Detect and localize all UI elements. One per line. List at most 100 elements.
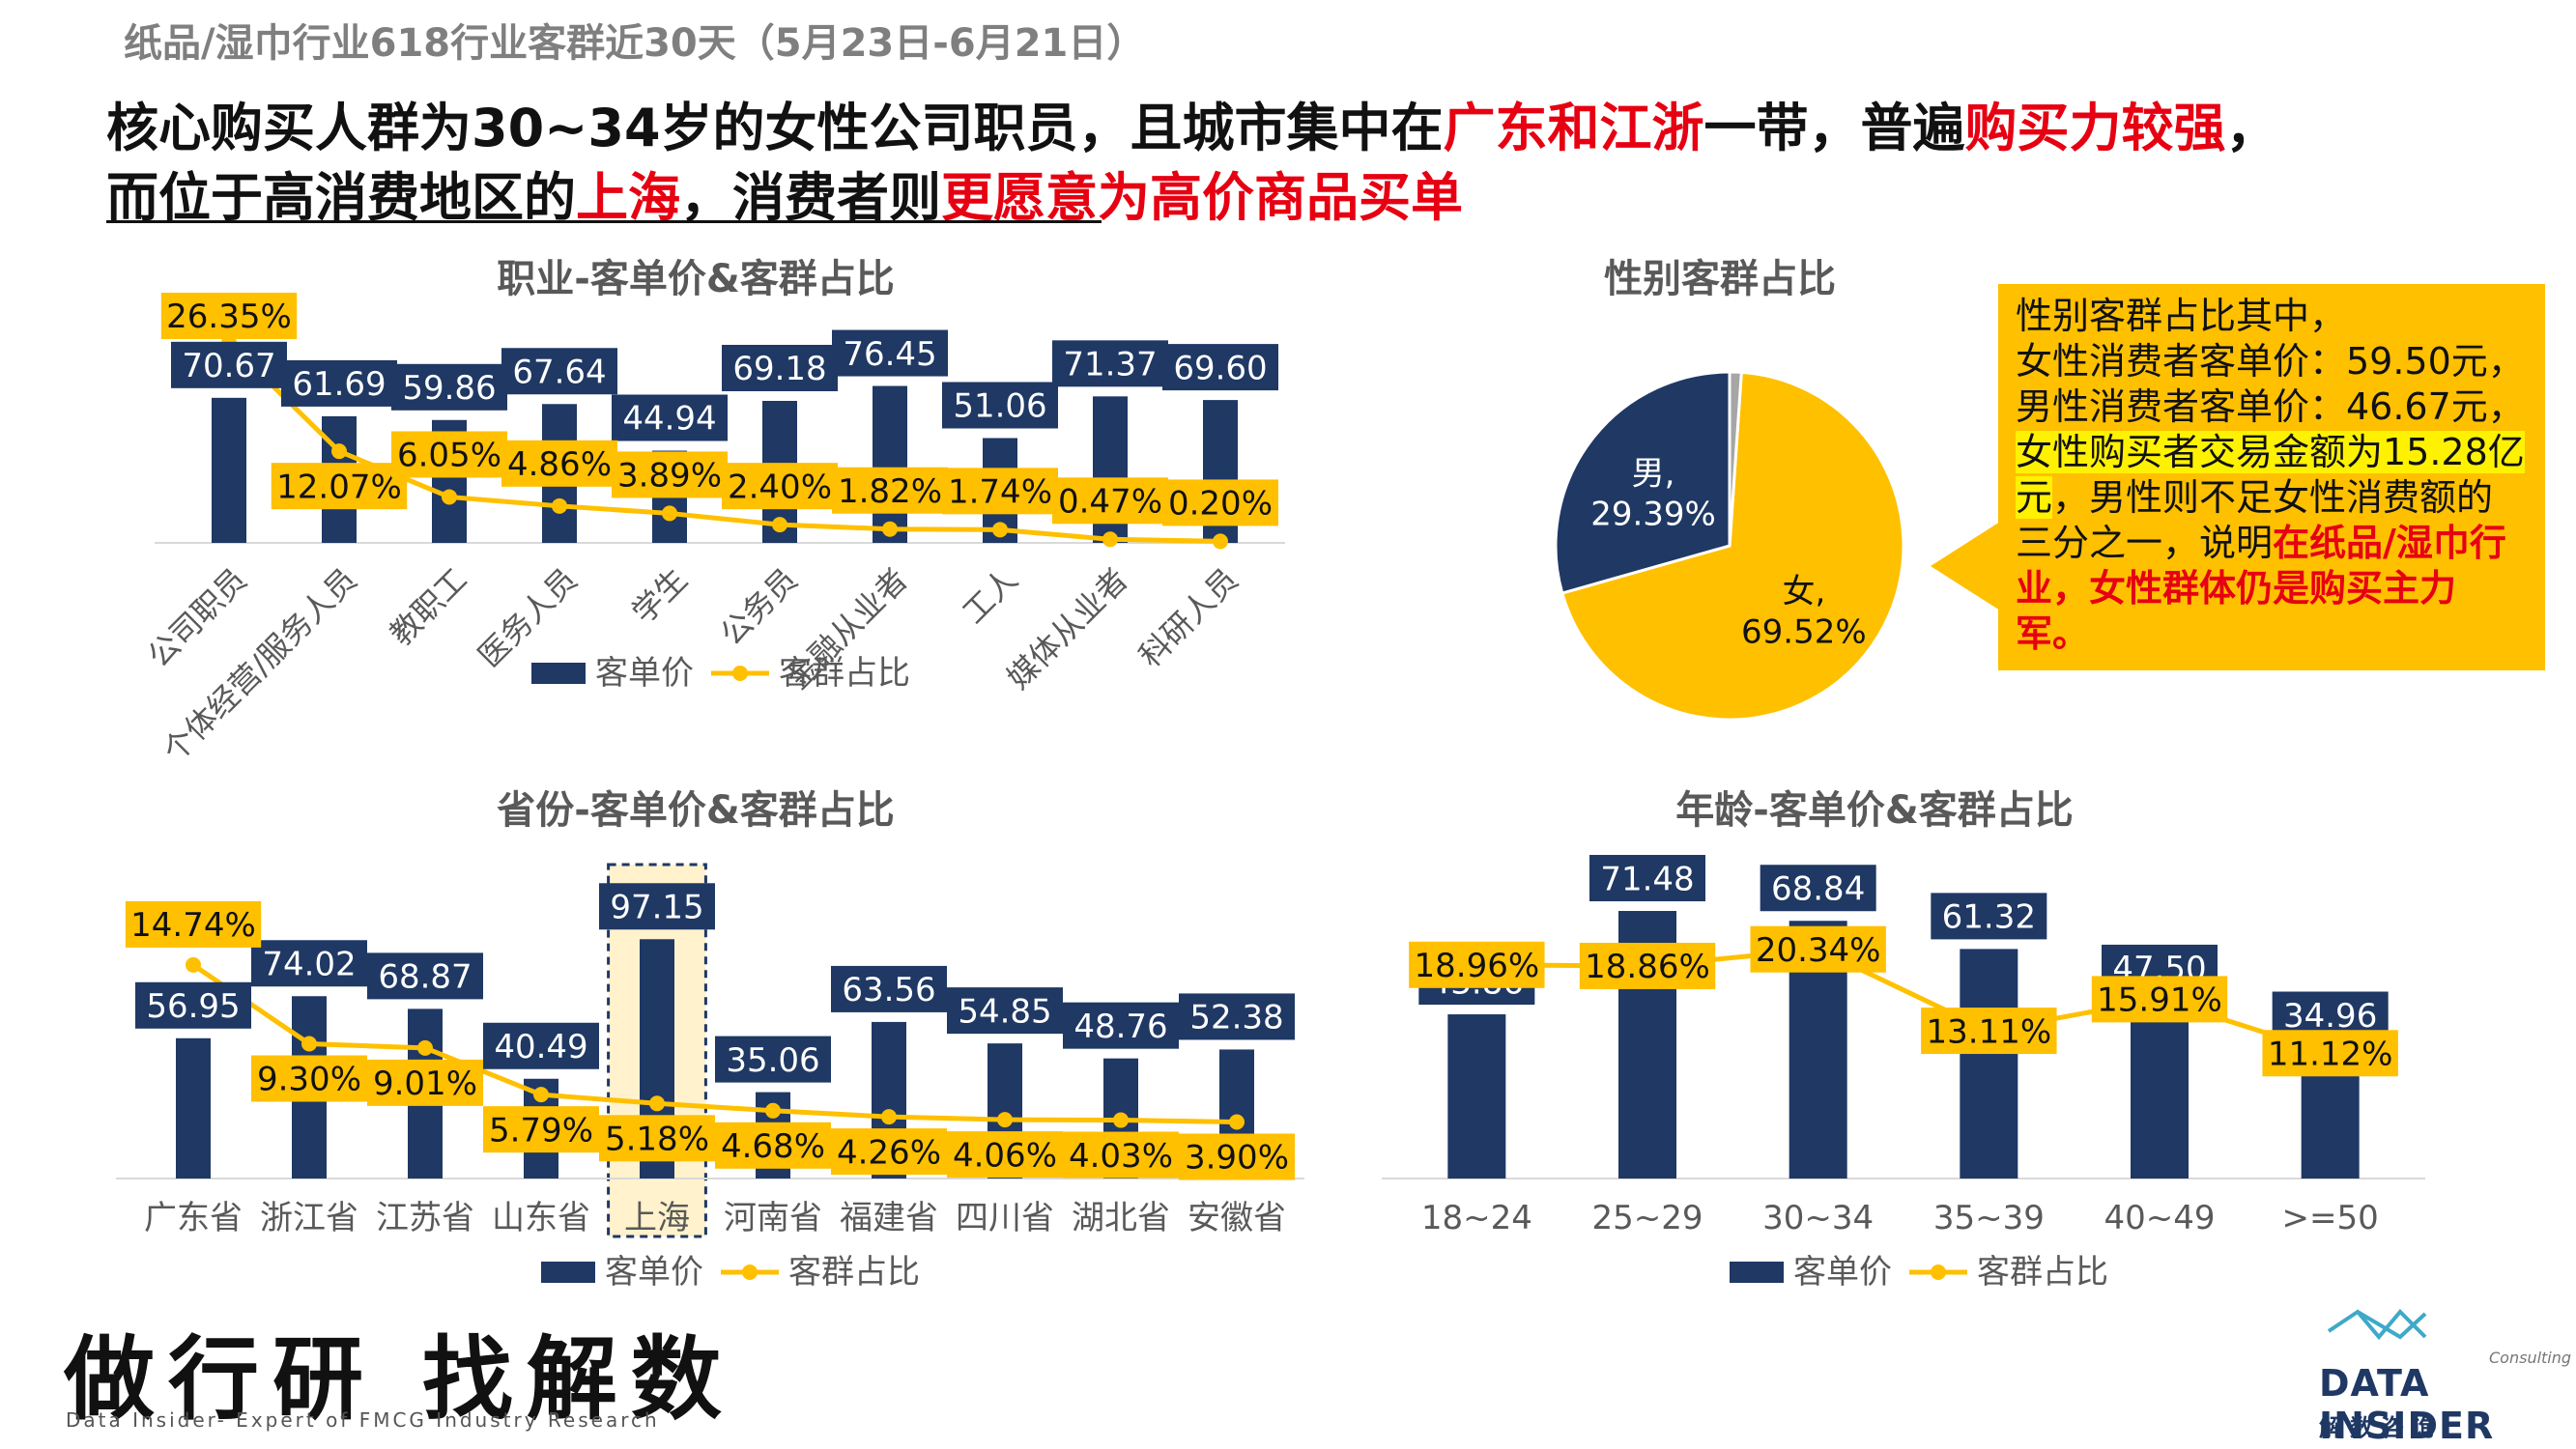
bar-value-label-bg <box>501 348 617 395</box>
line-value-label: 15.91% <box>2097 981 2222 1020</box>
callout-pointer <box>1931 522 2000 611</box>
headline-segment: 核心购买人群为30~34岁的女性公司职员，且城市集中在 <box>106 98 1444 158</box>
bar-value-label: 51.06 <box>953 387 1046 426</box>
line-point <box>442 489 457 505</box>
headline-segment: 一带，普遍 <box>1703 98 1965 158</box>
line-value-label: 6.05% <box>397 437 501 475</box>
line-value-label-bg <box>947 1131 1063 1179</box>
x-tick-label: 18~24 <box>1421 1199 1532 1237</box>
line-value-label-bg <box>715 1122 831 1169</box>
bar-value-label-bg <box>947 987 1063 1035</box>
line-value-label: 1.82% <box>838 472 942 511</box>
line-value-label: 4.26% <box>837 1133 941 1172</box>
headline-segment: 上海 <box>576 167 680 228</box>
x-tick-label: 35~39 <box>1933 1199 2045 1237</box>
x-tick-label: 媒体从业者 <box>1000 561 1135 696</box>
line-point <box>1229 1114 1245 1130</box>
bar-value-label-bg <box>832 329 948 377</box>
bar-value-label: 35.06 <box>726 1041 819 1080</box>
chart-title: 职业-客单价&客群占比 <box>497 257 894 301</box>
line-value-label: 0.20% <box>1168 485 1273 524</box>
bar <box>1447 1014 1506 1179</box>
bar-value-label: 40.49 <box>494 1028 587 1066</box>
bar-value-label-bg <box>1931 893 2047 940</box>
headline-segment: ，消费者则 <box>680 167 941 228</box>
bar-value-label-bg <box>391 363 507 411</box>
line-value-label: 12.07% <box>276 468 402 506</box>
line-point <box>772 517 787 533</box>
x-tick-label: 公司职员 <box>140 561 253 674</box>
line-value-label-bg <box>160 292 298 339</box>
legend-bar-swatch <box>1730 1262 1784 1283</box>
province-chart: 省份-客单价&客群占比 56.95 74.02 68.87 40.49 97.15 35.0… <box>116 788 1304 1292</box>
bar-value-label-bg <box>715 1036 831 1083</box>
page-title: 纸品/湿巾行业618行业客群近30天（5月23日-6月21日） <box>124 21 1146 66</box>
legend-bar-swatch <box>531 663 586 684</box>
bar-value-label-bg <box>483 1022 599 1069</box>
headline-segment: 而位于高消费地区的 <box>106 167 576 228</box>
bar-value-label: 71.48 <box>1600 860 1694 898</box>
line-value-label: 0.47% <box>1058 483 1162 522</box>
brand-name: DATA INSIDER <box>2319 1362 2495 1447</box>
gender-callout: 性别客群占比其中， 女性消费者客单价：59.50元， 男性消费者客单价：46.67元… <box>1998 284 2545 670</box>
bar-value-label-bg <box>281 359 397 407</box>
age-chart: 年龄-客单价&客群占比43.8671.4868.8461.3247.5034.9… <box>1382 788 2425 1292</box>
line-value-label-bg <box>1750 925 1886 973</box>
line-value-label: 4.03% <box>1069 1137 1173 1176</box>
bar-value-label: 61.32 <box>1942 898 2036 937</box>
line-value-label: 4.06% <box>953 1136 1057 1175</box>
line-value-label-bg <box>271 463 408 510</box>
x-tick-label: 教职工 <box>383 561 474 653</box>
line-value-label: 2.40% <box>728 468 832 506</box>
x-tick-label: 山东省 <box>492 1199 590 1237</box>
bar-value-label-bg <box>722 344 838 391</box>
line-value-label: 20.34% <box>1756 931 1881 970</box>
line-value-label-bg <box>125 900 262 948</box>
bar-value-label-bg <box>831 965 947 1012</box>
callout-text: 在纸品/湿巾行业，女性群体仍是购买主力军。 <box>2016 522 2506 655</box>
bar-value-label: 44.94 <box>622 400 716 439</box>
pie-label-value: 29.39% <box>1590 495 1716 533</box>
bar-value-label: 69.18 <box>732 350 826 388</box>
headline-line-1: 核心购买人群为30~34岁的女性公司职员，且城市集中在广东和江浙一带，普遍购买力… <box>106 85 2278 161</box>
line-value-label-bg <box>501 440 617 487</box>
data-insider-logo-icon <box>2327 1309 2427 1341</box>
bar-value-label: 68.87 <box>378 958 472 997</box>
callout-text: ，男性则不足女性消费额的三分之一，说明 <box>2016 476 2494 564</box>
x-tick-label: 40~49 <box>2104 1199 2215 1237</box>
x-tick-label: 福建省 <box>840 1199 938 1237</box>
bar-value-label: 48.76 <box>1073 1008 1167 1046</box>
legend-bar-swatch <box>541 1262 595 1283</box>
line-value-label: 13.11% <box>1927 1012 2052 1051</box>
brand-subtitle: 解数咨询 <box>2319 1414 2443 1441</box>
line-point <box>662 505 677 522</box>
x-tick-label: 工人 <box>956 561 1025 631</box>
bar-value-label: 97.15 <box>610 889 703 927</box>
bar-value-label-bg <box>251 940 367 987</box>
bar <box>176 1037 211 1179</box>
line-value-label-bg <box>1579 942 1716 989</box>
legend-label: 客单价 <box>595 654 694 693</box>
callout-text: 女性消费者客单价：59.50元， <box>2016 340 2525 383</box>
bar-value-label: 54.85 <box>958 992 1051 1031</box>
line-value-label: 18.86% <box>1585 948 1710 986</box>
bar-value-label: 63.56 <box>842 971 935 1009</box>
pie-label-name: 男, <box>1632 454 1675 493</box>
line-value-label-bg <box>1179 1133 1295 1180</box>
line-point <box>1102 531 1118 548</box>
x-tick-label: 江苏省 <box>376 1199 474 1237</box>
legend-line-dot <box>742 1264 758 1280</box>
line-value-label-bg <box>612 451 728 498</box>
line-value-label-bg <box>251 1055 367 1102</box>
pie-slice <box>1728 370 1743 547</box>
legend-label: 客单价 <box>1793 1253 1892 1292</box>
bar-value-label: 71.37 <box>1063 346 1157 384</box>
bar-value-label: 34.96 <box>2283 997 2377 1036</box>
callout-text: 性别客群占比其中， <box>2016 295 2347 337</box>
pie-label-name: 女, <box>1782 572 1825 611</box>
line-value-label: 3.89% <box>617 457 722 496</box>
bar <box>212 397 246 543</box>
line-point <box>552 497 567 514</box>
bar-value-label-bg <box>135 981 251 1029</box>
line-point <box>186 956 201 973</box>
